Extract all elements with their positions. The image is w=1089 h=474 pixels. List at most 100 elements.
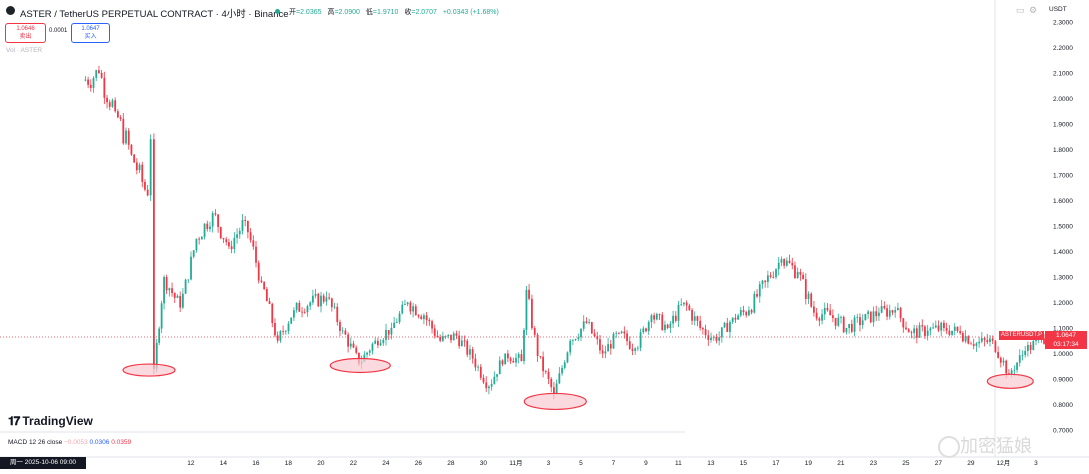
candle-body — [813, 306, 815, 313]
candle-body — [450, 334, 452, 341]
candle-body — [883, 306, 886, 309]
candle-body — [631, 348, 634, 351]
candle-body — [994, 340, 997, 352]
candle-body — [907, 329, 910, 333]
candle-body — [376, 340, 379, 346]
candle-body — [482, 377, 485, 383]
candle-body — [385, 329, 387, 340]
settings-icon[interactable]: ⚙ — [1029, 5, 1038, 15]
y-tick-label: 2.3000 — [1053, 20, 1073, 27]
macd-legend[interactable]: MACD 12 26 close −0.0053 0.0306 0.0359 — [8, 439, 132, 446]
candle-body — [303, 311, 306, 313]
candle-body — [441, 336, 444, 341]
sell-label: 卖出 — [19, 34, 32, 40]
candle-body — [569, 340, 572, 353]
candle-body — [198, 238, 201, 240]
candle-body — [138, 164, 141, 171]
candle-body — [344, 330, 347, 335]
candle-body — [539, 356, 542, 357]
candle-body — [856, 317, 859, 318]
candle-body — [127, 130, 130, 145]
macd-line-value: 0.0306 — [89, 439, 110, 446]
candle-body — [431, 321, 433, 329]
y-tick-label: 2.1000 — [1053, 71, 1073, 78]
candle-body — [582, 321, 585, 329]
candle-body — [165, 277, 168, 291]
candle-body — [896, 307, 899, 311]
candle-body — [379, 343, 382, 346]
volume-legend[interactable]: Vol · ASTER — [6, 47, 43, 54]
candle-body — [905, 327, 907, 330]
x-tick-label: 12月 — [997, 459, 1011, 467]
candle-body — [953, 326, 956, 331]
symbol-logo-icon — [6, 6, 15, 15]
candle-body — [726, 322, 729, 332]
candle-body — [674, 315, 677, 321]
minimize-icon[interactable]: ▭ — [1016, 5, 1025, 15]
candle-body — [284, 331, 287, 332]
candle-body — [563, 362, 566, 368]
candle-body — [837, 317, 840, 326]
candle-body — [498, 360, 501, 375]
candle-body — [317, 293, 320, 307]
candle-body — [92, 77, 95, 88]
candle-body — [466, 340, 469, 355]
candle-body — [547, 371, 550, 379]
candle-body — [772, 276, 775, 278]
x-tick-label: 29 — [967, 460, 975, 467]
candle-body — [915, 328, 918, 338]
candle-body — [845, 328, 848, 333]
candle-body — [712, 336, 715, 338]
candle-body — [89, 84, 92, 88]
candle-body — [260, 280, 263, 283]
candle-body — [95, 70, 98, 78]
candle-body — [349, 343, 352, 347]
candle-body — [701, 328, 704, 330]
x-tick-label: 3 — [1034, 460, 1038, 467]
candle-body — [1005, 360, 1008, 374]
candle-body — [739, 310, 742, 316]
candle-body — [452, 333, 455, 341]
x-tick-label: 9 — [644, 460, 648, 467]
candle-body — [488, 386, 490, 389]
candle-body — [615, 332, 618, 334]
candle-body — [986, 340, 989, 343]
candle-body — [246, 220, 249, 233]
candle-body — [393, 322, 396, 328]
candle-body — [236, 234, 238, 238]
candle-body — [753, 293, 756, 313]
spread-value: 0.0001 — [49, 28, 68, 34]
sell-button[interactable]: 1.0646 卖出 — [5, 23, 46, 43]
candle-body — [447, 334, 450, 336]
candle-body — [149, 139, 152, 196]
candle-body — [580, 328, 582, 338]
candle-body — [577, 337, 580, 340]
candle-body — [517, 354, 520, 358]
candle-body — [493, 376, 496, 385]
symbol-title[interactable]: ASTER / TetherUS PERPETUAL CONTRACT · 4小… — [20, 9, 289, 20]
candle-body — [970, 343, 972, 345]
buy-button[interactable]: 1.0647 买入 — [71, 23, 110, 43]
candle-body — [414, 306, 417, 316]
ohlc-values: 开=2.0365 高=2.0900 低=1.9710 收=2.0707 +0.0… — [289, 9, 499, 16]
x-tick-label: 7 — [612, 460, 616, 467]
candle-body — [1018, 355, 1021, 363]
candle-body — [460, 340, 463, 347]
x-tick-label: 11 — [675, 460, 682, 467]
candle-body — [485, 382, 488, 389]
candle-body — [176, 295, 179, 298]
candle-body — [341, 330, 344, 332]
candle-body — [181, 293, 184, 308]
currency-selector[interactable]: USDT — [1049, 6, 1067, 13]
candle-body — [620, 331, 623, 334]
candle-body — [864, 314, 867, 321]
candle-body — [200, 236, 203, 240]
candle-body — [696, 316, 699, 321]
candle-body — [301, 311, 303, 313]
candle-body — [999, 357, 1002, 363]
candle-body — [796, 271, 799, 279]
tradingview-logo[interactable]: 𝟏𝟕 TradingView — [8, 414, 93, 428]
candle-body — [815, 312, 818, 319]
sell-price: 1.0646 — [16, 26, 35, 32]
